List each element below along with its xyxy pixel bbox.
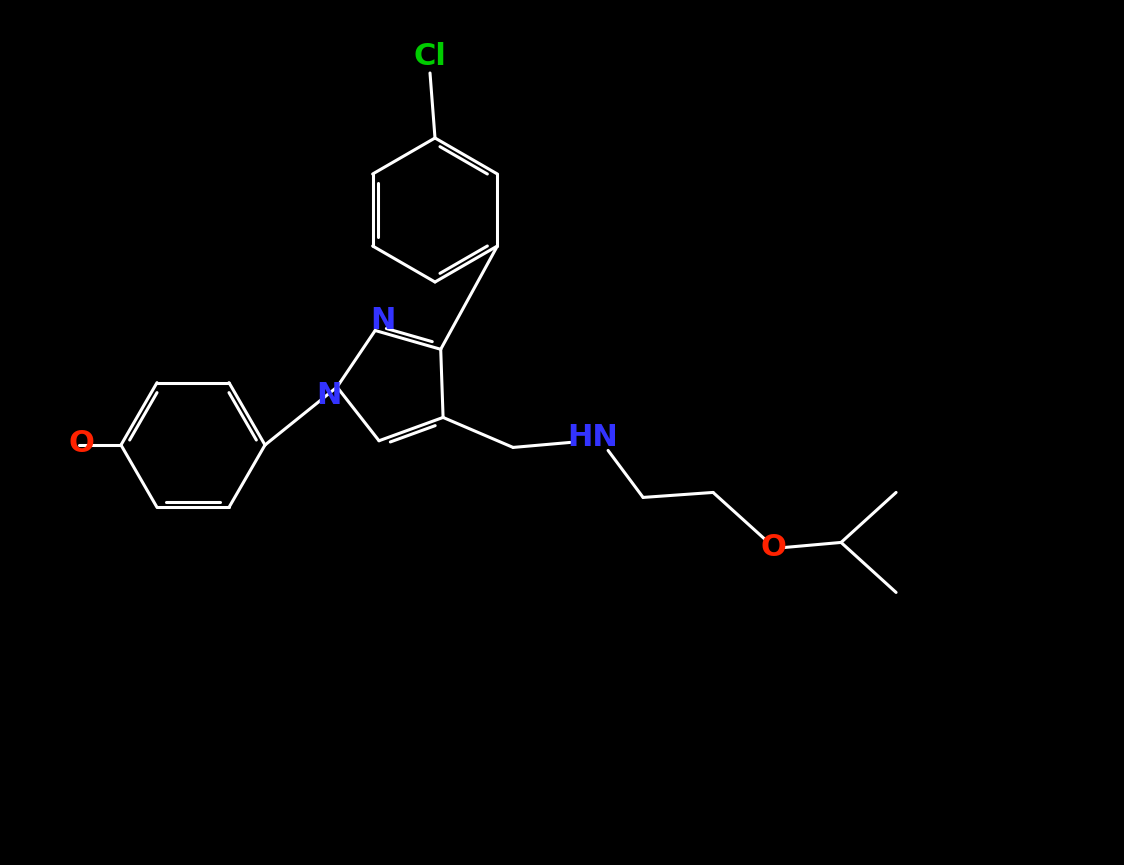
Text: N: N	[371, 306, 396, 335]
Text: O: O	[760, 533, 786, 562]
Text: HN: HN	[568, 423, 618, 452]
Text: O: O	[69, 428, 94, 458]
Text: Cl: Cl	[414, 42, 446, 71]
Text: N: N	[316, 381, 342, 409]
